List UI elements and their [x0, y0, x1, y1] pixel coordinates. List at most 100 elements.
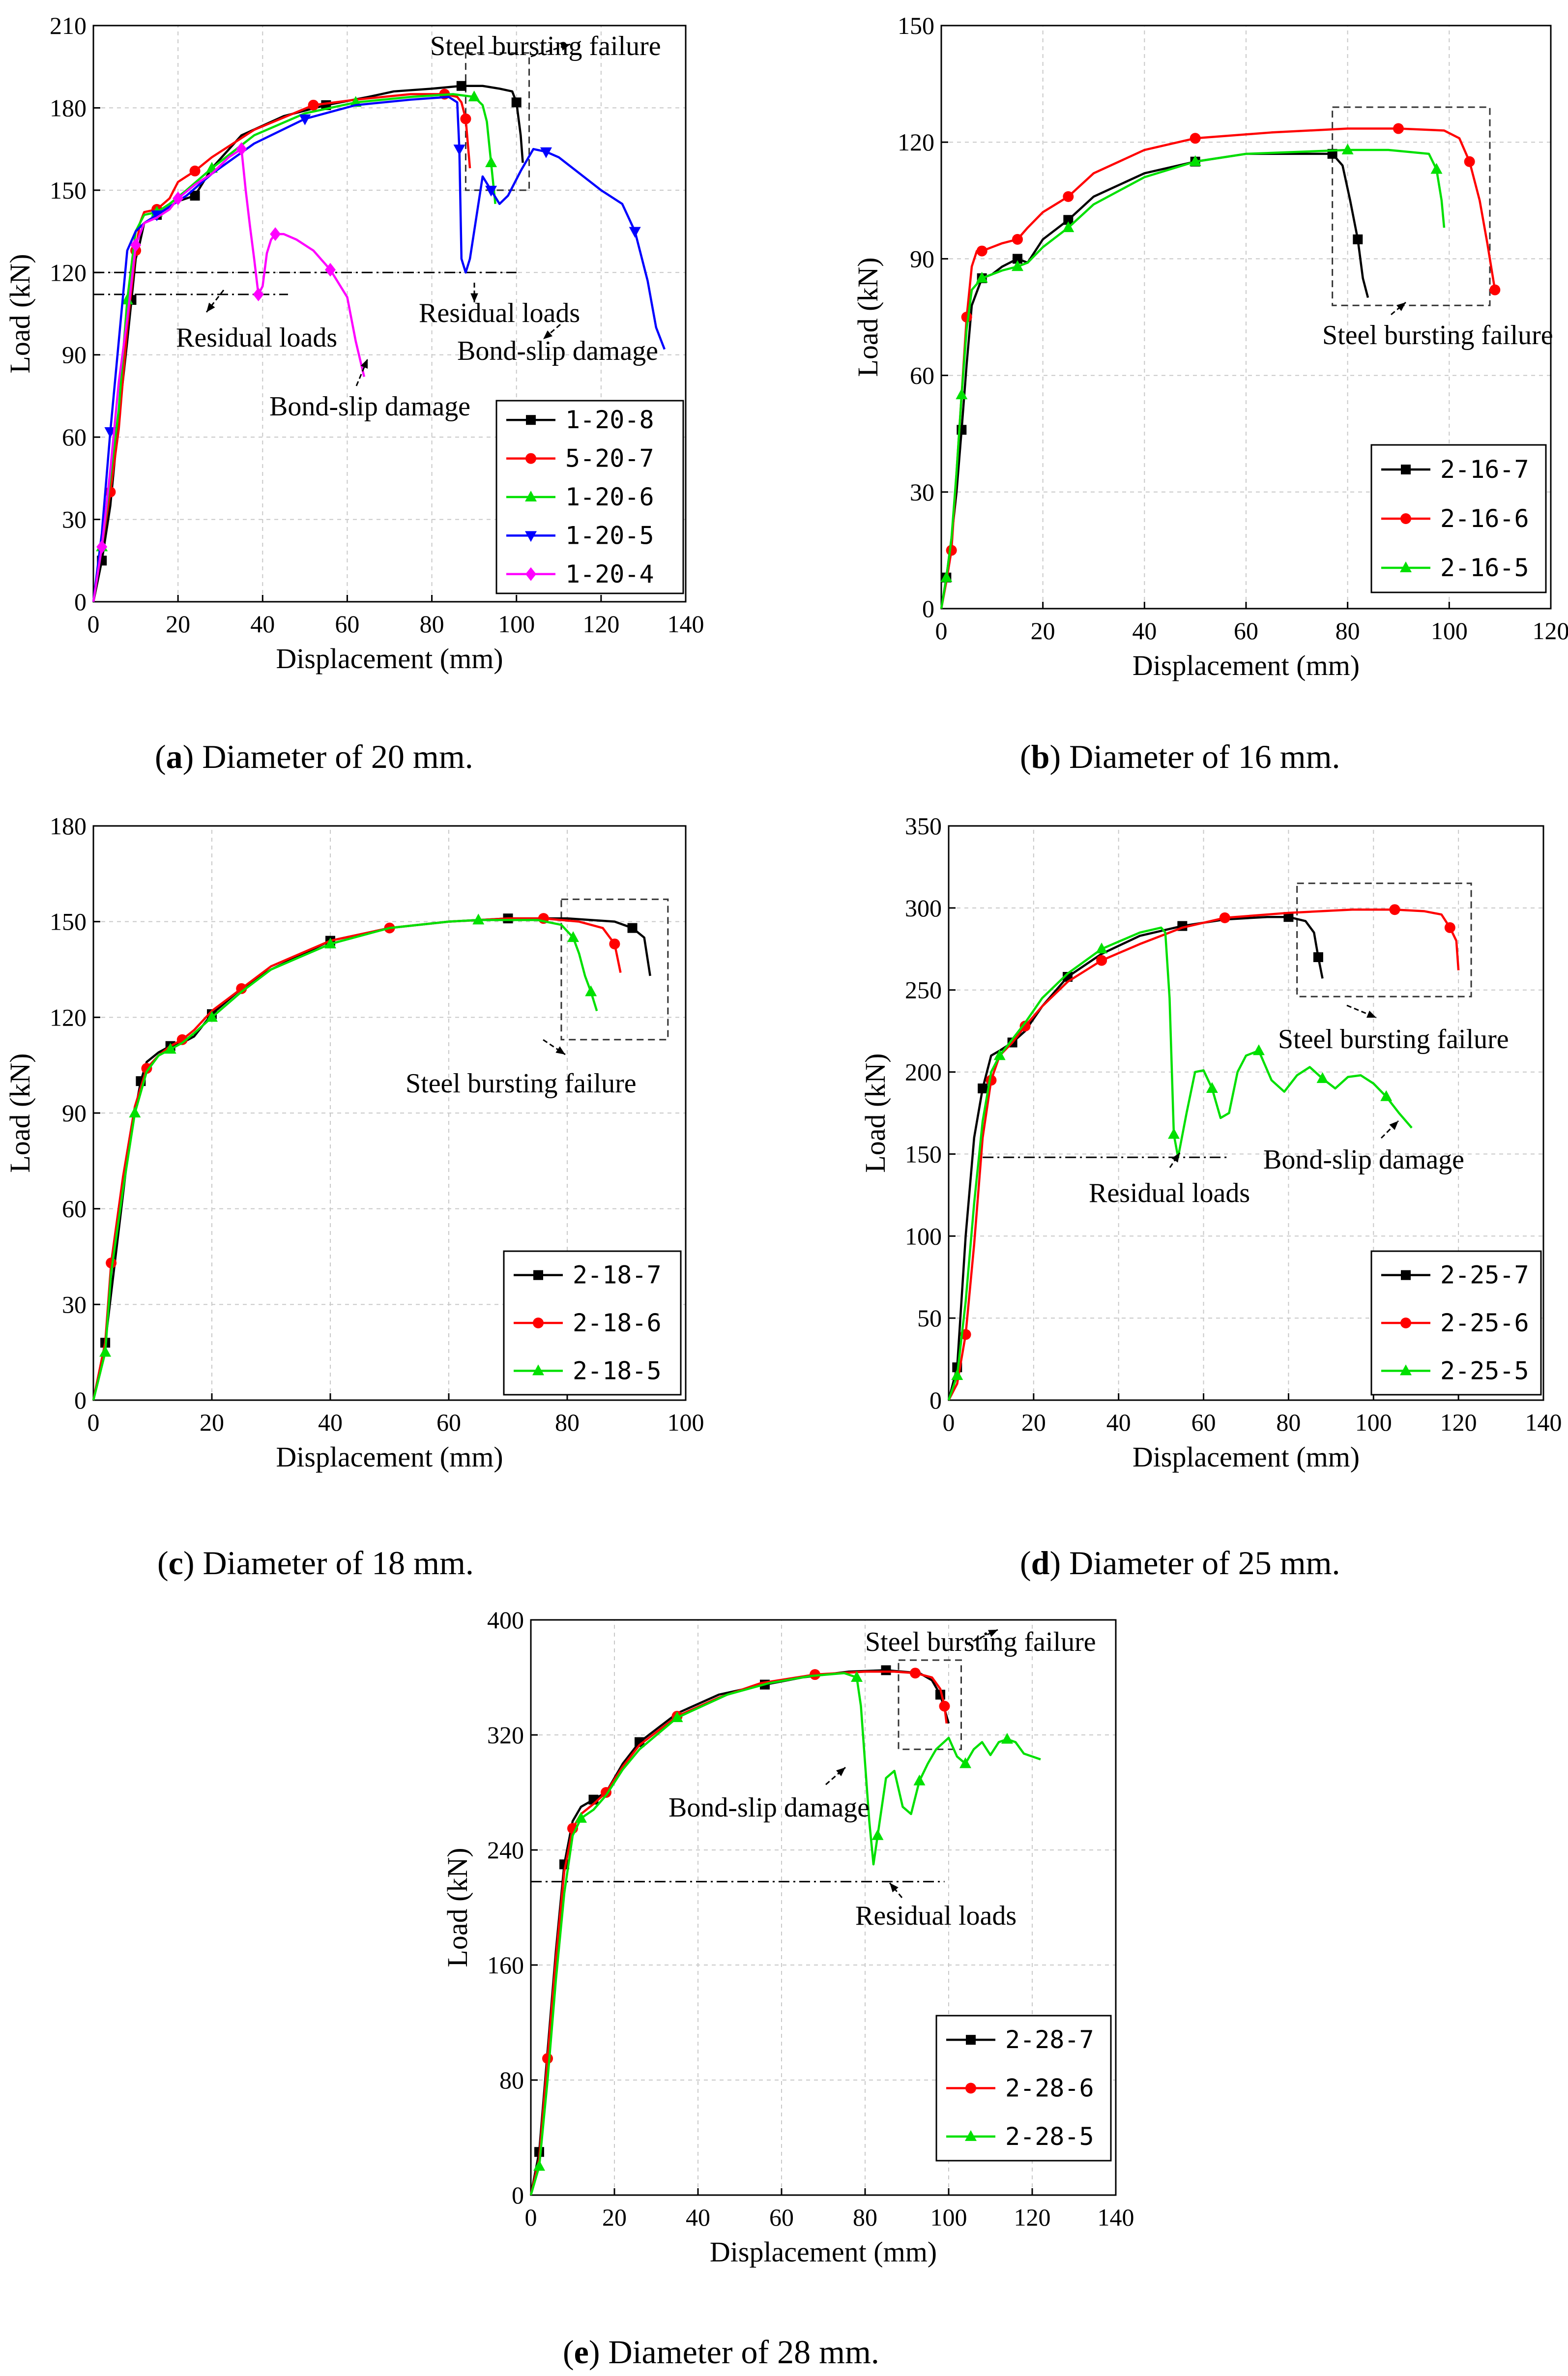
plot-frame [530, 1619, 1117, 2196]
legend-marker [966, 2035, 976, 2045]
ticks: 0 20 40 60 80 100 120 140 0 50 100 150 200 250 300 350 [905, 812, 1562, 1436]
arrow-head [470, 293, 478, 302]
legend-label: 2-18-5 [573, 1356, 662, 1385]
legend-label: 1-20-4 [565, 560, 654, 588]
ticks: 0 20 40 60 80 100 120 0 30 60 90 120 150 [898, 12, 1568, 645]
series-line [92, 917, 622, 1401]
series-line [529, 1672, 1041, 2196]
data-point [1063, 191, 1074, 202]
legend-marker [965, 2083, 976, 2094]
annotation-label: Residual loads [855, 1901, 1016, 1931]
legend-label: 2-25-7 [1440, 1261, 1529, 1290]
y-tick-label: 0 [74, 1386, 87, 1414]
x-tick-label: 80 [555, 1408, 580, 1436]
data-point [629, 227, 641, 238]
x-tick-label: 80 [853, 2203, 877, 2231]
x-tick-label: 40 [318, 1408, 343, 1436]
data-point [910, 1668, 921, 1679]
y-tick-label: 0 [512, 2181, 524, 2209]
x-tick-label: 60 [436, 1408, 461, 1436]
data-point [567, 931, 580, 942]
series-2-25-6 [948, 904, 1460, 1401]
data-point [1393, 123, 1404, 134]
data-point [993, 1049, 1006, 1060]
annotation-label: Steel bursting failure [430, 31, 661, 61]
annotation-label: Bond-slip damage [1263, 1144, 1464, 1175]
data-point [1283, 912, 1294, 922]
data-point [472, 913, 485, 925]
annotation-arrow [825, 1766, 846, 1786]
y-tick-label: 180 [50, 812, 87, 840]
x-tick-label: 80 [1276, 1408, 1301, 1436]
arrow-head [1366, 1010, 1376, 1018]
data-point [485, 185, 497, 197]
x-tick-label: 20 [1021, 1408, 1046, 1436]
arrow-head [836, 1767, 845, 1776]
legend-marker [526, 415, 536, 425]
data-point [453, 145, 465, 156]
data-point [206, 1011, 218, 1022]
x-tick-label: 100 [498, 610, 535, 638]
y-axis-label: Load (kN) [441, 1848, 473, 1967]
series-2-28-5 [529, 1671, 1041, 2196]
data-point [1096, 942, 1108, 954]
annotation-arrow [470, 283, 478, 302]
y-tick-label: 50 [917, 1304, 942, 1332]
data-point [299, 114, 311, 125]
x-tick-label: 60 [335, 610, 359, 638]
y-axis-label: Load (kN) [859, 1053, 891, 1173]
data-point [1380, 1090, 1393, 1101]
failure-region-box [1332, 106, 1491, 306]
x-tick-label: 0 [525, 2203, 537, 2231]
x-tick-label: 80 [420, 610, 444, 638]
legend-marker [525, 567, 536, 581]
data-point [1252, 1044, 1265, 1056]
annotation-arrow [543, 1039, 566, 1056]
x-tick-label: 20 [166, 610, 190, 638]
data-point [460, 113, 471, 124]
x-axis-label: Displacement (mm) [1132, 1441, 1360, 1473]
data-point [1313, 952, 1323, 962]
data-point [1316, 1072, 1329, 1083]
data-point [939, 1701, 950, 1712]
data-point [585, 985, 597, 997]
legend-marker [1400, 1364, 1412, 1376]
annotation-arrow [205, 290, 225, 313]
x-tick-label: 120 [1440, 1408, 1477, 1436]
y-tick-label: 90 [910, 245, 934, 272]
arrow-head [360, 359, 368, 369]
y-tick-label: 320 [487, 1721, 524, 1749]
x-tick-label: 0 [943, 1408, 955, 1436]
data-point [176, 1034, 188, 1045]
data-point [485, 156, 497, 168]
data-point [308, 99, 319, 111]
x-axis-label: Displacement (mm) [276, 643, 503, 675]
annotation-label: Residual loads [176, 323, 337, 353]
caption-d: (d) Diameter of 25 mm. [1020, 1544, 1340, 1582]
data-point [956, 388, 968, 400]
data-point [1444, 922, 1455, 933]
x-tick-label: 80 [1336, 617, 1360, 645]
ticks: 0 20 40 60 80 100 120 140 0 80 160 240 320 400 [487, 1606, 1134, 2231]
ticks: 0 20 40 60 80 100 0 30 60 90 120 150 180 [50, 812, 704, 1436]
data-point [627, 923, 638, 933]
annotation-label: Steel bursting failure [1278, 1024, 1509, 1055]
data-point [951, 1369, 963, 1380]
legend: 2-16-7 2-16-6 2-16-5 [1370, 444, 1547, 593]
x-axis-label: Displacement (mm) [276, 1441, 503, 1473]
data-point [99, 1346, 112, 1357]
data-point [959, 1757, 971, 1768]
y-tick-label: 180 [50, 94, 87, 121]
x-tick-label: 100 [930, 2203, 967, 2231]
arrow-shaft [543, 1039, 566, 1056]
y-tick-label: 350 [905, 812, 942, 840]
data-point [913, 1774, 926, 1786]
x-tick-label: 120 [582, 610, 619, 638]
y-tick-label: 80 [499, 2066, 524, 2094]
caption-e: (e) Diameter of 28 mm. [563, 2333, 879, 2371]
series-line [947, 926, 1413, 1401]
annotation-label: Residual loads [419, 298, 580, 328]
y-tick-label: 160 [487, 1951, 524, 1979]
